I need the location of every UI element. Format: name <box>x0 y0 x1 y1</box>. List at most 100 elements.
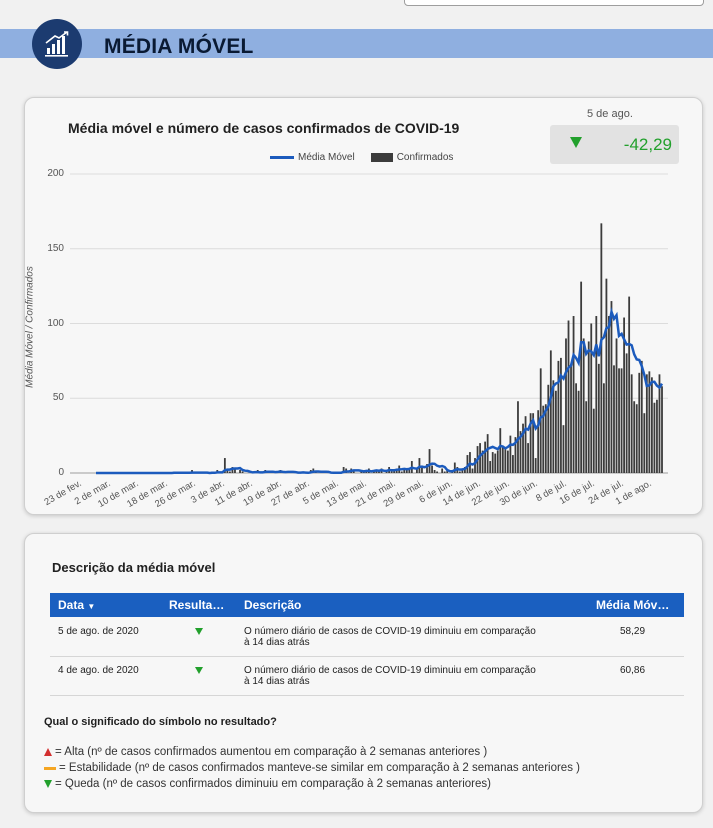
bar-confirmados[interactable] <box>241 471 244 473</box>
bar-confirmados[interactable] <box>390 471 393 473</box>
bar-confirmados[interactable] <box>544 404 547 473</box>
bar-confirmados[interactable] <box>501 446 504 473</box>
bar-confirmados[interactable] <box>648 371 651 473</box>
bar-confirmados[interactable] <box>557 360 560 473</box>
bar-confirmados[interactable] <box>633 401 636 473</box>
bar-confirmados[interactable] <box>514 437 517 473</box>
bar-confirmados[interactable] <box>489 461 492 473</box>
bar-confirmados[interactable] <box>597 363 600 473</box>
bar-confirmados[interactable] <box>628 296 631 473</box>
bar-confirmados[interactable] <box>479 443 481 473</box>
bar-confirmados[interactable] <box>234 468 236 473</box>
bar-confirmados[interactable] <box>582 338 585 473</box>
bar-confirmados[interactable] <box>494 453 497 473</box>
bar-confirmados[interactable] <box>403 468 406 473</box>
bar-confirmados[interactable] <box>635 404 638 473</box>
bar-confirmados[interactable] <box>620 368 623 473</box>
bar-confirmados[interactable] <box>565 338 567 473</box>
bar-confirmados[interactable] <box>506 450 509 473</box>
bar-confirmados[interactable] <box>496 450 499 473</box>
bar-confirmados[interactable] <box>421 467 423 473</box>
bar-confirmados[interactable] <box>623 317 625 473</box>
bar-confirmados[interactable] <box>405 468 408 473</box>
col-header-media-movel[interactable]: Média Móv… <box>596 598 670 612</box>
bar-confirmados[interactable] <box>625 353 628 473</box>
bar-confirmados[interactable] <box>661 386 663 473</box>
bar-confirmados[interactable] <box>658 374 661 473</box>
bar-confirmados[interactable] <box>645 374 648 473</box>
bar-confirmados[interactable] <box>547 384 550 473</box>
line-media-movel[interactable] <box>96 306 664 475</box>
bar-confirmados[interactable] <box>549 350 552 473</box>
bar-confirmados[interactable] <box>436 471 439 473</box>
bar-confirmados[interactable] <box>504 447 507 473</box>
bar-confirmados[interactable] <box>570 365 572 473</box>
bar-confirmados[interactable] <box>474 458 476 473</box>
bar-confirmados[interactable] <box>587 341 590 473</box>
bar-confirmados[interactable] <box>509 435 512 473</box>
bar-confirmados[interactable] <box>239 470 241 473</box>
bar-confirmados[interactable] <box>630 374 633 473</box>
bar-confirmados[interactable] <box>613 365 615 473</box>
bar-confirmados[interactable] <box>532 413 535 473</box>
bar-confirmados[interactable] <box>572 316 575 473</box>
sort-desc-icon[interactable]: ▼ <box>87 602 96 611</box>
bar-confirmados[interactable] <box>529 413 532 473</box>
bar-confirmados[interactable] <box>567 320 570 473</box>
bar-confirmados[interactable] <box>342 467 345 473</box>
bar-confirmados[interactable] <box>600 223 603 473</box>
bar-confirmados[interactable] <box>378 471 380 473</box>
bar-confirmados[interactable] <box>517 401 519 473</box>
bar-confirmados[interactable] <box>605 278 608 473</box>
bar-confirmados[interactable] <box>585 401 588 473</box>
bar-confirmados[interactable] <box>393 470 396 473</box>
bar-confirmados[interactable] <box>519 431 522 473</box>
bar-confirmados[interactable] <box>650 377 653 473</box>
bar-confirmados[interactable] <box>499 428 502 473</box>
bar-confirmados[interactable] <box>552 380 555 473</box>
bar-confirmados[interactable] <box>453 462 456 473</box>
col-header-data[interactable]: Data ▼ <box>58 598 96 612</box>
bar-confirmados[interactable] <box>400 471 403 473</box>
bar-confirmados[interactable] <box>446 470 449 473</box>
bar-confirmados[interactable] <box>595 316 598 473</box>
bar-confirmados[interactable] <box>418 458 421 473</box>
bar-confirmados[interactable] <box>416 468 418 473</box>
bar-confirmados[interactable] <box>486 434 489 473</box>
bar-confirmados[interactable] <box>618 368 620 473</box>
bar-confirmados[interactable] <box>537 410 540 473</box>
bar-confirmados[interactable] <box>441 468 444 473</box>
bar-confirmados[interactable] <box>656 399 658 473</box>
bar-confirmados[interactable] <box>223 458 226 473</box>
bar-confirmados[interactable] <box>433 470 436 473</box>
bar-confirmados[interactable] <box>590 323 593 474</box>
chart-legend[interactable]: Média Móvel Confirmados <box>270 152 453 163</box>
bar-confirmados[interactable] <box>608 316 610 473</box>
bar-confirmados[interactable] <box>640 360 643 473</box>
bar-confirmados[interactable] <box>471 468 474 473</box>
bar-confirmados[interactable] <box>522 423 524 473</box>
bar-confirmados[interactable] <box>527 443 529 473</box>
bar-confirmados[interactable] <box>491 452 494 473</box>
bar-confirmados[interactable] <box>560 357 562 473</box>
bar-confirmados[interactable] <box>466 455 469 473</box>
bar-confirmados[interactable] <box>524 416 527 473</box>
bar-confirmados[interactable] <box>602 383 605 473</box>
bar-confirmados[interactable] <box>408 470 411 473</box>
bar-confirmados[interactable] <box>562 425 565 473</box>
bar-confirmados[interactable] <box>426 464 428 473</box>
bar-confirmados[interactable] <box>481 450 484 473</box>
bar-confirmados[interactable] <box>229 471 231 473</box>
bar-confirmados[interactable] <box>534 458 537 473</box>
bar-confirmados[interactable] <box>512 455 514 473</box>
bar-confirmados[interactable] <box>458 471 461 473</box>
bar-confirmados[interactable] <box>643 413 646 473</box>
bar-confirmados[interactable] <box>431 465 433 473</box>
bar-confirmados[interactable] <box>542 405 545 473</box>
bar-confirmados[interactable] <box>653 402 656 473</box>
col-header-descricao[interactable]: Descrição <box>244 598 302 612</box>
bar-confirmados[interactable] <box>554 390 557 473</box>
bar-confirmados[interactable] <box>580 281 583 473</box>
bar-confirmados[interactable] <box>428 449 431 473</box>
bar-confirmados[interactable] <box>575 383 577 473</box>
